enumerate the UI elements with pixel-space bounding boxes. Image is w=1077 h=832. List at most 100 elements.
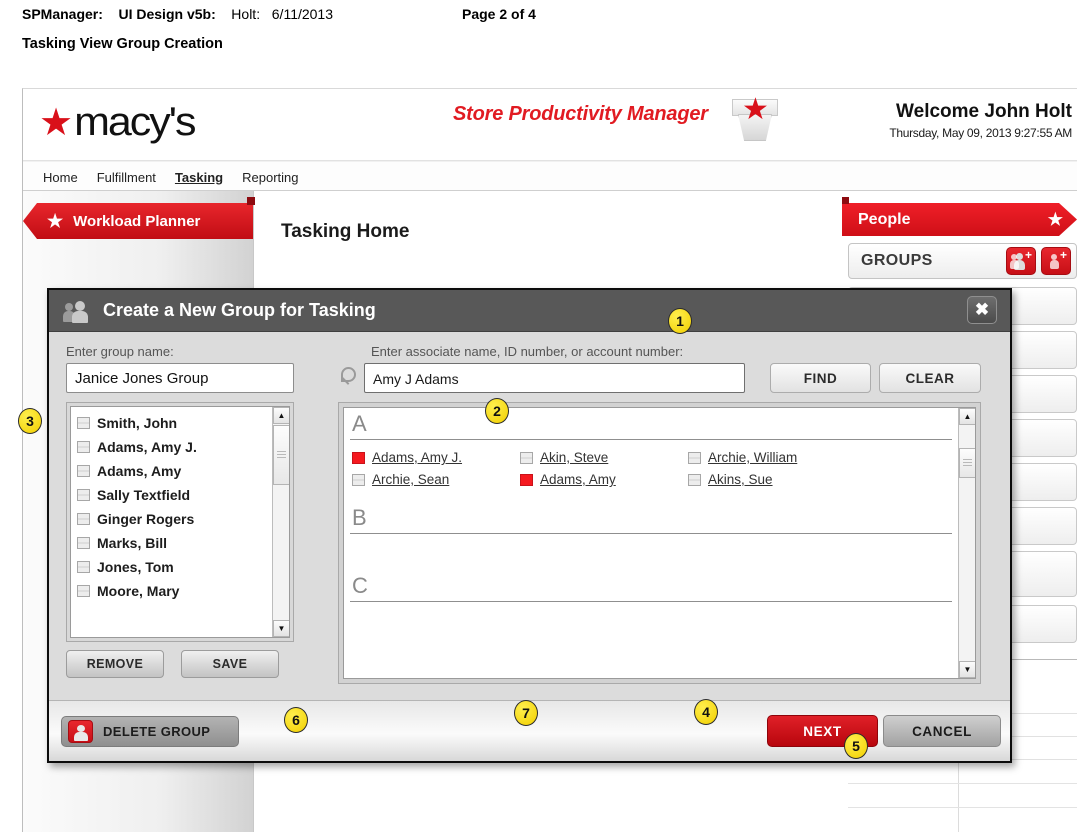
checkbox-icon[interactable] xyxy=(77,441,90,453)
associate-search-input[interactable]: Amy J Adams xyxy=(364,363,745,393)
result-name[interactable]: Akin, Steve xyxy=(540,450,609,465)
result-item[interactable]: Akins, Sue xyxy=(688,472,856,487)
dialog-title: Create a New Group for Tasking xyxy=(103,300,376,320)
nav-item-fulfillment[interactable]: Fulfillment xyxy=(96,169,156,185)
list-item[interactable]: Moore, Mary xyxy=(77,579,272,603)
star-icon: ★ xyxy=(47,211,64,231)
checkbox-icon[interactable] xyxy=(352,473,365,486)
checkbox-icon[interactable] xyxy=(77,585,90,597)
member-name: Smith, John xyxy=(97,415,178,431)
callout-marker-7: 7 xyxy=(514,700,538,726)
result-name[interactable]: Akins, Sue xyxy=(708,472,773,487)
checkbox-icon[interactable] xyxy=(520,473,533,486)
search-results-scroll[interactable]: A Adams, Amy J. Akin, Steve Archie, Will… xyxy=(344,408,958,678)
main-nav: Home Fulfillment Tasking Reporting xyxy=(23,161,1077,191)
alpha-section-b: B xyxy=(344,502,958,570)
scroll-down-icon[interactable]: ▼ xyxy=(959,661,975,678)
tab-notch xyxy=(247,197,255,205)
groups-header: GROUPS + + xyxy=(848,243,1077,279)
slide-subtitle: Tasking View Group Creation xyxy=(22,36,223,52)
divider xyxy=(350,439,952,440)
people-tab[interactable]: People ★ xyxy=(842,203,1077,236)
page-title: Tasking Home xyxy=(281,221,410,242)
dialog-titlebar: Create a New Group for Tasking ✖ xyxy=(49,290,1010,332)
member-name: Adams, Amy J. xyxy=(97,439,197,455)
nav-item-home[interactable]: Home xyxy=(43,169,78,185)
list-item[interactable]: Adams, Amy J. xyxy=(77,435,272,459)
person-delete-icon xyxy=(68,720,93,743)
list-item[interactable]: Smith, John xyxy=(77,411,272,435)
result-name[interactable]: Adams, Amy xyxy=(540,472,616,487)
associate-search-row: Amy J Adams FIND CLEAR xyxy=(338,363,981,393)
scroll-up-icon[interactable]: ▲ xyxy=(959,408,975,425)
checkbox-icon[interactable] xyxy=(688,451,701,464)
result-name[interactable]: Archie, William xyxy=(708,450,798,465)
add-person-icon[interactable]: + xyxy=(1041,247,1071,275)
divider xyxy=(350,533,952,534)
result-grid: Adams, Amy J. Akin, Steve Archie, Willia… xyxy=(344,440,958,502)
search-results-scrollbar[interactable]: ▲ ▼ xyxy=(958,408,975,678)
list-item[interactable]: Marks, Bill xyxy=(77,531,272,555)
list-item[interactable]: Sally Textfield xyxy=(77,483,272,507)
remove-button[interactable]: REMOVE xyxy=(66,650,164,678)
scrollbar-thumb[interactable] xyxy=(273,425,289,485)
result-name[interactable]: Archie, Sean xyxy=(372,472,450,487)
result-name[interactable]: Adams, Amy J. xyxy=(372,450,463,465)
find-button[interactable]: FIND xyxy=(770,363,871,393)
box-star-icon: ★ xyxy=(729,95,781,145)
slide-header-author: Holt: xyxy=(231,6,261,22)
checkbox-icon[interactable] xyxy=(77,465,90,477)
result-item[interactable]: Archie, William xyxy=(688,450,856,465)
cancel-button[interactable]: CANCEL xyxy=(883,715,1001,747)
list-item[interactable]: Adams, Amy xyxy=(77,459,272,483)
nav-item-tasking[interactable]: Tasking xyxy=(174,169,224,185)
groups-label: GROUPS xyxy=(861,252,933,269)
add-group-icon[interactable]: + xyxy=(1006,247,1036,275)
macys-logo[interactable]: ★ macy's xyxy=(39,101,197,144)
member-name: Jones, Tom xyxy=(97,559,174,575)
member-name: Ginger Rogers xyxy=(97,511,195,527)
slide-header-app: SPManager: xyxy=(22,6,103,22)
member-name: Moore, Mary xyxy=(97,583,180,599)
result-item[interactable]: Adams, Amy J. xyxy=(352,450,520,465)
delete-group-button[interactable]: DELETE GROUP xyxy=(61,716,239,747)
close-icon[interactable]: ✖ xyxy=(967,296,997,324)
result-item[interactable]: Akin, Steve xyxy=(520,450,688,465)
alpha-section-c: C xyxy=(344,570,958,678)
checkbox-icon[interactable] xyxy=(77,561,90,573)
associate-search-label: Enter associate name, ID number, or acco… xyxy=(371,344,684,359)
tab-notch xyxy=(842,197,849,204)
save-button[interactable]: SAVE xyxy=(181,650,279,678)
next-button[interactable]: NEXT xyxy=(767,715,878,747)
callout-marker-3: 3 xyxy=(18,408,42,434)
member-name: Marks, Bill xyxy=(97,535,168,551)
scroll-up-icon[interactable]: ▲ xyxy=(273,407,289,424)
checkbox-icon[interactable] xyxy=(77,513,90,525)
checkbox-icon[interactable] xyxy=(520,451,533,464)
member-list-scrollbar[interactable]: ▲ ▼ xyxy=(272,407,289,637)
group-name-label: Enter group name: xyxy=(66,344,174,359)
checkbox-icon[interactable] xyxy=(688,473,701,486)
group-name-input[interactable]: Janice Jones Group xyxy=(66,363,294,393)
list-item[interactable]: Jones, Tom xyxy=(77,555,272,579)
callout-marker-6: 6 xyxy=(284,707,308,733)
scrollbar-thumb[interactable] xyxy=(959,448,975,478)
welcome-block: Welcome John Holt Thursday, May 09, 2013… xyxy=(889,101,1072,140)
result-item[interactable]: Adams, Amy xyxy=(520,472,688,487)
people-tab-label: People xyxy=(858,210,911,228)
callout-marker-5: 5 xyxy=(844,733,868,759)
scroll-down-icon[interactable]: ▼ xyxy=(273,620,289,637)
checkbox-icon[interactable] xyxy=(77,489,90,501)
member-list-scroll[interactable]: Smith, John Adams, Amy J. Adams, Amy Sal… xyxy=(71,407,272,637)
alpha-letter: C xyxy=(352,573,368,598)
sidebar-tab-workload-planner[interactable]: ★ Workload Planner xyxy=(23,203,253,239)
list-item[interactable]: Ginger Rogers xyxy=(77,507,272,531)
nav-item-reporting[interactable]: Reporting xyxy=(242,169,299,185)
checkbox-icon[interactable] xyxy=(352,451,365,464)
checkbox-icon[interactable] xyxy=(77,537,90,549)
result-item[interactable]: Archie, Sean xyxy=(352,472,520,487)
dialog-body: Enter group name: Janice Jones Group Ent… xyxy=(49,332,1010,700)
clear-button[interactable]: CLEAR xyxy=(879,363,981,393)
checkbox-icon[interactable] xyxy=(77,417,90,429)
callout-marker-2: 2 xyxy=(485,398,509,424)
